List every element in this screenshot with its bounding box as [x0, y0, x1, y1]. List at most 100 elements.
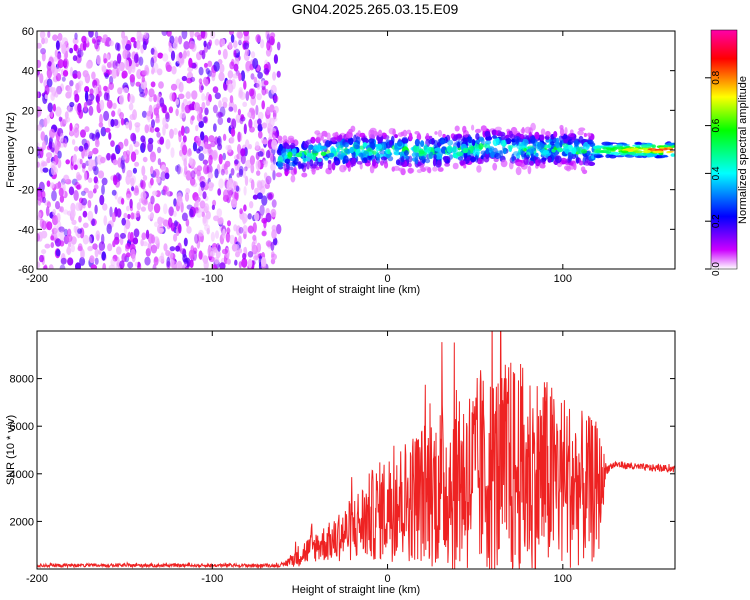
spectrogram-cell [281, 148, 287, 157]
spectrogram-cell [484, 140, 492, 145]
spectrogram-cell [165, 64, 173, 72]
spectrogram-cell [120, 197, 125, 205]
spectrogram-cell [170, 222, 175, 232]
spectrogram-cell [71, 219, 77, 225]
spectrogram-cell [129, 93, 135, 105]
spectrogram-cell [567, 158, 571, 163]
spectrogram-cell [83, 187, 89, 194]
spectrogram-cell [370, 129, 375, 135]
spectrogram-cell [260, 256, 267, 268]
x-tick-label: 100 [554, 273, 572, 285]
spectrogram-cell [37, 106, 42, 117]
spectrogram-cell [70, 244, 75, 253]
spectrogram-cell [47, 31, 51, 38]
spectrogram-cell [108, 132, 112, 140]
spectrogram-cell [144, 256, 151, 266]
spectrogram-cell [46, 180, 51, 187]
spectrogram-cell [184, 192, 190, 202]
spectrogram-cell [277, 135, 283, 141]
spectrogram-cell [480, 125, 487, 132]
spectrogram-cell [147, 214, 153, 220]
spectrogram-cell [230, 168, 235, 176]
spectrogram-cell [94, 40, 99, 50]
spectrogram-cell [204, 107, 209, 116]
spectrogram-cell [175, 98, 180, 105]
spectrogram-cell [475, 139, 481, 144]
spectrogram-cell [173, 233, 178, 242]
spectrogram-cell [77, 102, 82, 113]
spectrogram-cell [74, 32, 78, 40]
spectrogram-cell [444, 162, 450, 167]
spectrogram-cell [349, 146, 355, 154]
spectrogram-cell [255, 34, 261, 43]
spectrogram-cell [90, 264, 97, 269]
spectrogram-cell [72, 37, 79, 45]
spectrogram-cell [84, 149, 88, 157]
spectrogram-cell [571, 152, 577, 160]
spectrogram-cell [276, 70, 281, 78]
spectrogram-cell [73, 225, 77, 233]
spectrogram-cell [383, 161, 389, 169]
spectrogram-cell [160, 252, 165, 262]
spectrogram-cell [88, 158, 94, 167]
spectrogram-cell [45, 152, 53, 159]
spectrogram-cell [291, 147, 297, 155]
spectrogram-cell [587, 139, 594, 145]
spectrogram-cell [98, 84, 102, 94]
spectrogram-cell [158, 255, 165, 263]
spectrogram-cell [124, 219, 131, 230]
spectrogram-cell [282, 135, 288, 142]
spectrogram-cell [162, 53, 169, 62]
spectrogram-cell [226, 258, 231, 265]
spectrogram-cell [130, 151, 137, 162]
spectrogram-cell [150, 195, 155, 205]
spectrogram-cell [253, 255, 259, 261]
spectrogram-cell [265, 150, 271, 159]
spectrogram-cell [190, 170, 196, 179]
spectrogram-cell [394, 142, 398, 150]
spectrogram-cell [539, 158, 547, 163]
spectrogram-cell [443, 155, 448, 163]
spectrogram-cell [239, 91, 246, 100]
spectrogram-cell [542, 150, 550, 155]
spectrogram-cell [65, 159, 70, 165]
spectrogram-cell [295, 152, 303, 158]
spectrogram-cell [207, 60, 213, 67]
spectrogram-cell [257, 123, 263, 132]
spectrogram-cell [564, 127, 568, 135]
spectrogram-cell [205, 100, 211, 106]
spectrogram-cell [43, 264, 48, 269]
spectrogram-cell [87, 245, 94, 252]
spectrogram-cell [173, 220, 178, 227]
spectrogram-cell [227, 220, 231, 227]
spectrogram-cell [261, 230, 267, 237]
spectrogram-cell [73, 127, 80, 138]
spectrogram-cell [66, 104, 71, 112]
spectrogram-cell [259, 204, 265, 216]
colorbar-gradient [710, 29, 738, 270]
spectrogram-cell [500, 139, 507, 147]
spectrogram-cell [82, 234, 89, 245]
spectrogram-cell [389, 140, 393, 146]
spectrogram-cell [417, 132, 421, 140]
spectrogram-cell [160, 171, 166, 182]
spectrogram-cell [156, 176, 161, 184]
spectrogram-cell [371, 142, 376, 150]
spectrogram-cell [273, 95, 279, 103]
spectrogram-cell [186, 149, 192, 157]
spectrogram-cell [52, 103, 57, 112]
spectrogram-cell [77, 50, 84, 58]
spectrogram-cell [43, 37, 49, 44]
spectrogram-cell [455, 134, 463, 141]
spectrogram-cell [84, 86, 90, 93]
spectrogram-cell [208, 39, 213, 47]
spectrogram-cell [52, 56, 59, 62]
spectrogram-cell [247, 251, 254, 258]
spectrogram-cell [63, 228, 69, 237]
spectrogram-cell [132, 237, 139, 245]
spectrogram-cell [266, 33, 271, 44]
spectrogram-cell [215, 230, 219, 239]
spectrogram-cell [182, 50, 187, 59]
spectrogram-cell [170, 83, 178, 91]
spectrogram-cell [218, 100, 222, 109]
